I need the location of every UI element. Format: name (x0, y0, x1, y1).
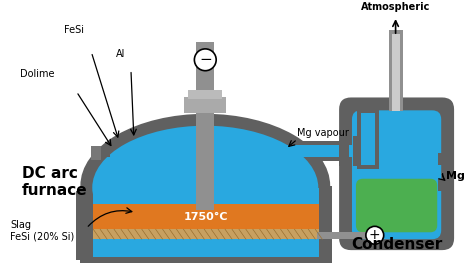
Text: FeSi: FeSi (64, 25, 83, 35)
Text: Mg: Mg (446, 171, 465, 181)
Bar (189, 89, 222, 99)
Bar (389, 30, 402, 111)
Text: Condenser: Condenser (351, 237, 442, 252)
Bar (94, 149, 110, 157)
Ellipse shape (81, 114, 330, 257)
FancyBboxPatch shape (356, 179, 437, 232)
Bar (96, 205, 304, 260)
Circle shape (194, 49, 216, 71)
Text: Al: Al (116, 49, 126, 59)
FancyBboxPatch shape (339, 98, 454, 250)
Text: Slag
FeSi (20% Si): Slag FeSi (20% Si) (10, 220, 74, 242)
Text: 1750°C: 1750°C (184, 213, 228, 222)
Ellipse shape (92, 126, 318, 250)
Text: Mg vapour: Mg vapour (298, 128, 349, 138)
Bar (317, 232, 367, 239)
Bar (91, 146, 101, 160)
Bar (353, 136, 363, 166)
Bar (81, 186, 332, 263)
Bar (392, 34, 400, 111)
Text: DC arc
furnace: DC arc furnace (22, 166, 88, 198)
FancyBboxPatch shape (352, 110, 441, 239)
Bar (283, 145, 354, 157)
Text: Dolime: Dolime (20, 69, 55, 79)
Bar (76, 191, 329, 209)
Bar (93, 229, 319, 239)
Bar (280, 141, 354, 161)
Bar (184, 98, 226, 113)
Bar (93, 188, 319, 257)
Text: +: + (369, 228, 381, 242)
Bar (438, 153, 454, 165)
Bar (357, 109, 379, 169)
Bar (196, 42, 214, 210)
Circle shape (366, 226, 384, 244)
Text: −: − (199, 52, 212, 67)
Text: Atmospheric: Atmospheric (361, 2, 430, 12)
Bar (438, 179, 454, 191)
Bar (339, 136, 349, 166)
Bar (361, 113, 375, 165)
Bar (93, 204, 319, 229)
Bar (304, 191, 329, 260)
Bar (76, 191, 101, 260)
